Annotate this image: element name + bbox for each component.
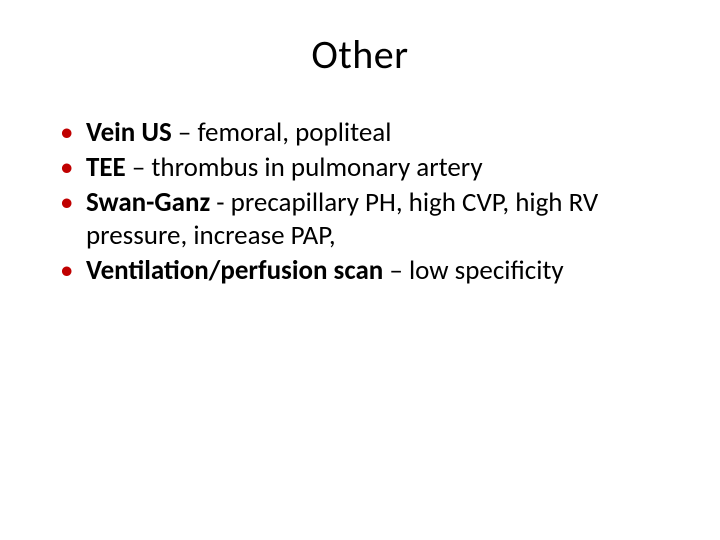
list-item: TEE – thrombus in pulmonary artery	[58, 152, 670, 185]
separator: -	[210, 186, 230, 219]
description: femoral, popliteal	[197, 116, 391, 149]
description: low specificity	[409, 254, 564, 287]
term: TEE	[86, 151, 126, 184]
term: Vein US	[86, 116, 172, 149]
term: Swan-Ganz	[86, 186, 210, 219]
slide: Other Vein US – femoral, popliteal TEE –…	[0, 0, 720, 540]
list-item: Swan-Ganz - precapillary PH, high CVP, h…	[58, 187, 670, 253]
separator: –	[126, 151, 152, 184]
separator: –	[383, 254, 409, 287]
list-item: Vein US – femoral, popliteal	[58, 117, 670, 150]
list-item: Ventilation/perfusion scan – low specifi…	[58, 255, 670, 288]
slide-title: Other	[50, 30, 670, 79]
description: thrombus in pulmonary artery	[151, 151, 482, 184]
bullet-list: Vein US – femoral, popliteal TEE – throm…	[50, 117, 670, 288]
separator: –	[172, 116, 198, 149]
term: Ventilation/perfusion scan	[86, 254, 383, 287]
